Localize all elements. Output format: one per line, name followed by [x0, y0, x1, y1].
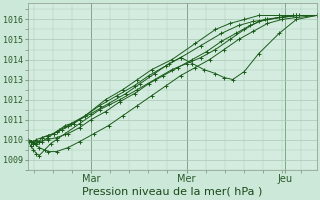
X-axis label: Pression niveau de la mer( hPa ): Pression niveau de la mer( hPa ) [82, 187, 262, 197]
